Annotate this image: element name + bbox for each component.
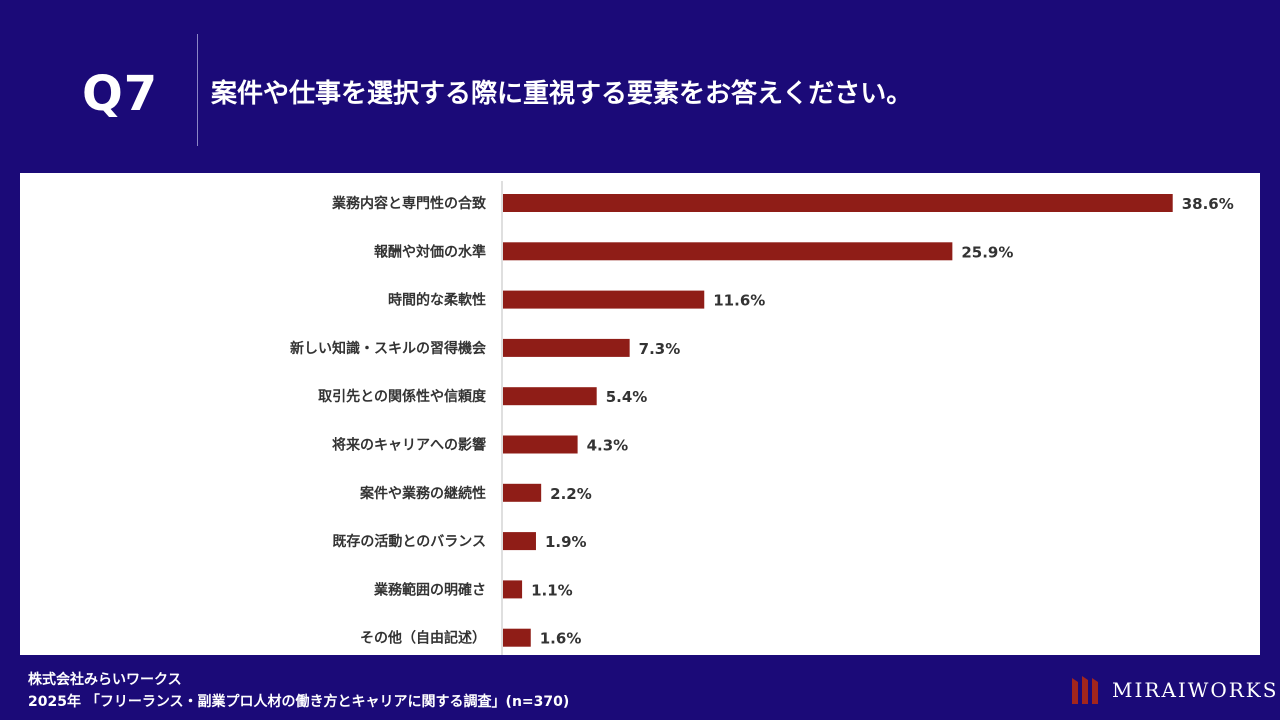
category-label: 将来のキャリアへの影響 [332, 437, 486, 454]
chart-panel: 業務内容と専門性の合致 38.6% 報酬や対価の水準 25.9% 時間的な柔軟性 11.6… [20, 173, 1260, 655]
category-label: 時間的な柔軟性 [388, 292, 486, 309]
value-label: 2.2% [550, 485, 592, 503]
category-label: 報酬や対価の水準 [374, 243, 486, 260]
logo-text: MIRAIWORKS [1112, 678, 1279, 702]
value-label: 38.6% [1182, 195, 1234, 213]
footer: 株式会社みらいワークス 2025年 「フリーランス・副業プロ人材の働き方とキャリ… [28, 669, 569, 713]
bar [503, 387, 597, 406]
question-number: Q7 [82, 66, 159, 122]
bar [503, 338, 630, 357]
value-label: 5.4% [606, 388, 648, 406]
value-label: 4.3% [587, 437, 629, 455]
miraiworks-logo-icon [1072, 676, 1098, 704]
bar [503, 532, 536, 551]
category-label: 業務内容と専門性の合致 [331, 195, 487, 212]
category-label: その他（自由記述） [360, 630, 486, 647]
footer-company: 株式会社みらいワークス [28, 672, 182, 688]
value-label: 7.3% [639, 340, 681, 358]
bar [503, 435, 578, 454]
category-label: 案件や業務の継続性 [359, 485, 486, 502]
category-label: 取引先との関係性や信頼度 [318, 388, 487, 405]
logo: MIRAIWORKS [1070, 674, 1278, 706]
question-title: 案件や仕事を選択する際に重視する要素をお答えください。 [211, 79, 913, 109]
value-label: 1.9% [545, 533, 587, 551]
value-label: 25.9% [961, 243, 1013, 261]
header-divider [197, 34, 198, 146]
value-label: 1.1% [531, 581, 573, 599]
bar [503, 483, 542, 502]
category-label: 既存の活動とのバランス [332, 533, 486, 550]
category-label: 新しい知識・スキルの習得機会 [290, 340, 487, 357]
bar [503, 628, 531, 647]
value-label: 1.6% [540, 630, 582, 648]
bar [503, 290, 705, 309]
bar [503, 580, 523, 599]
category-label: 業務範囲の明確さ [373, 581, 486, 598]
bar-chart: 業務内容と専門性の合致 38.6% 報酬や対価の水準 25.9% 時間的な柔軟性 11.6… [290, 181, 1234, 655]
value-label: 11.6% [713, 292, 765, 310]
footer-source: 2025年 「フリーランス・副業プロ人材の働き方とキャリアに関する調査」(n=3… [28, 694, 570, 710]
bar [503, 242, 953, 261]
bar [503, 194, 1173, 212]
